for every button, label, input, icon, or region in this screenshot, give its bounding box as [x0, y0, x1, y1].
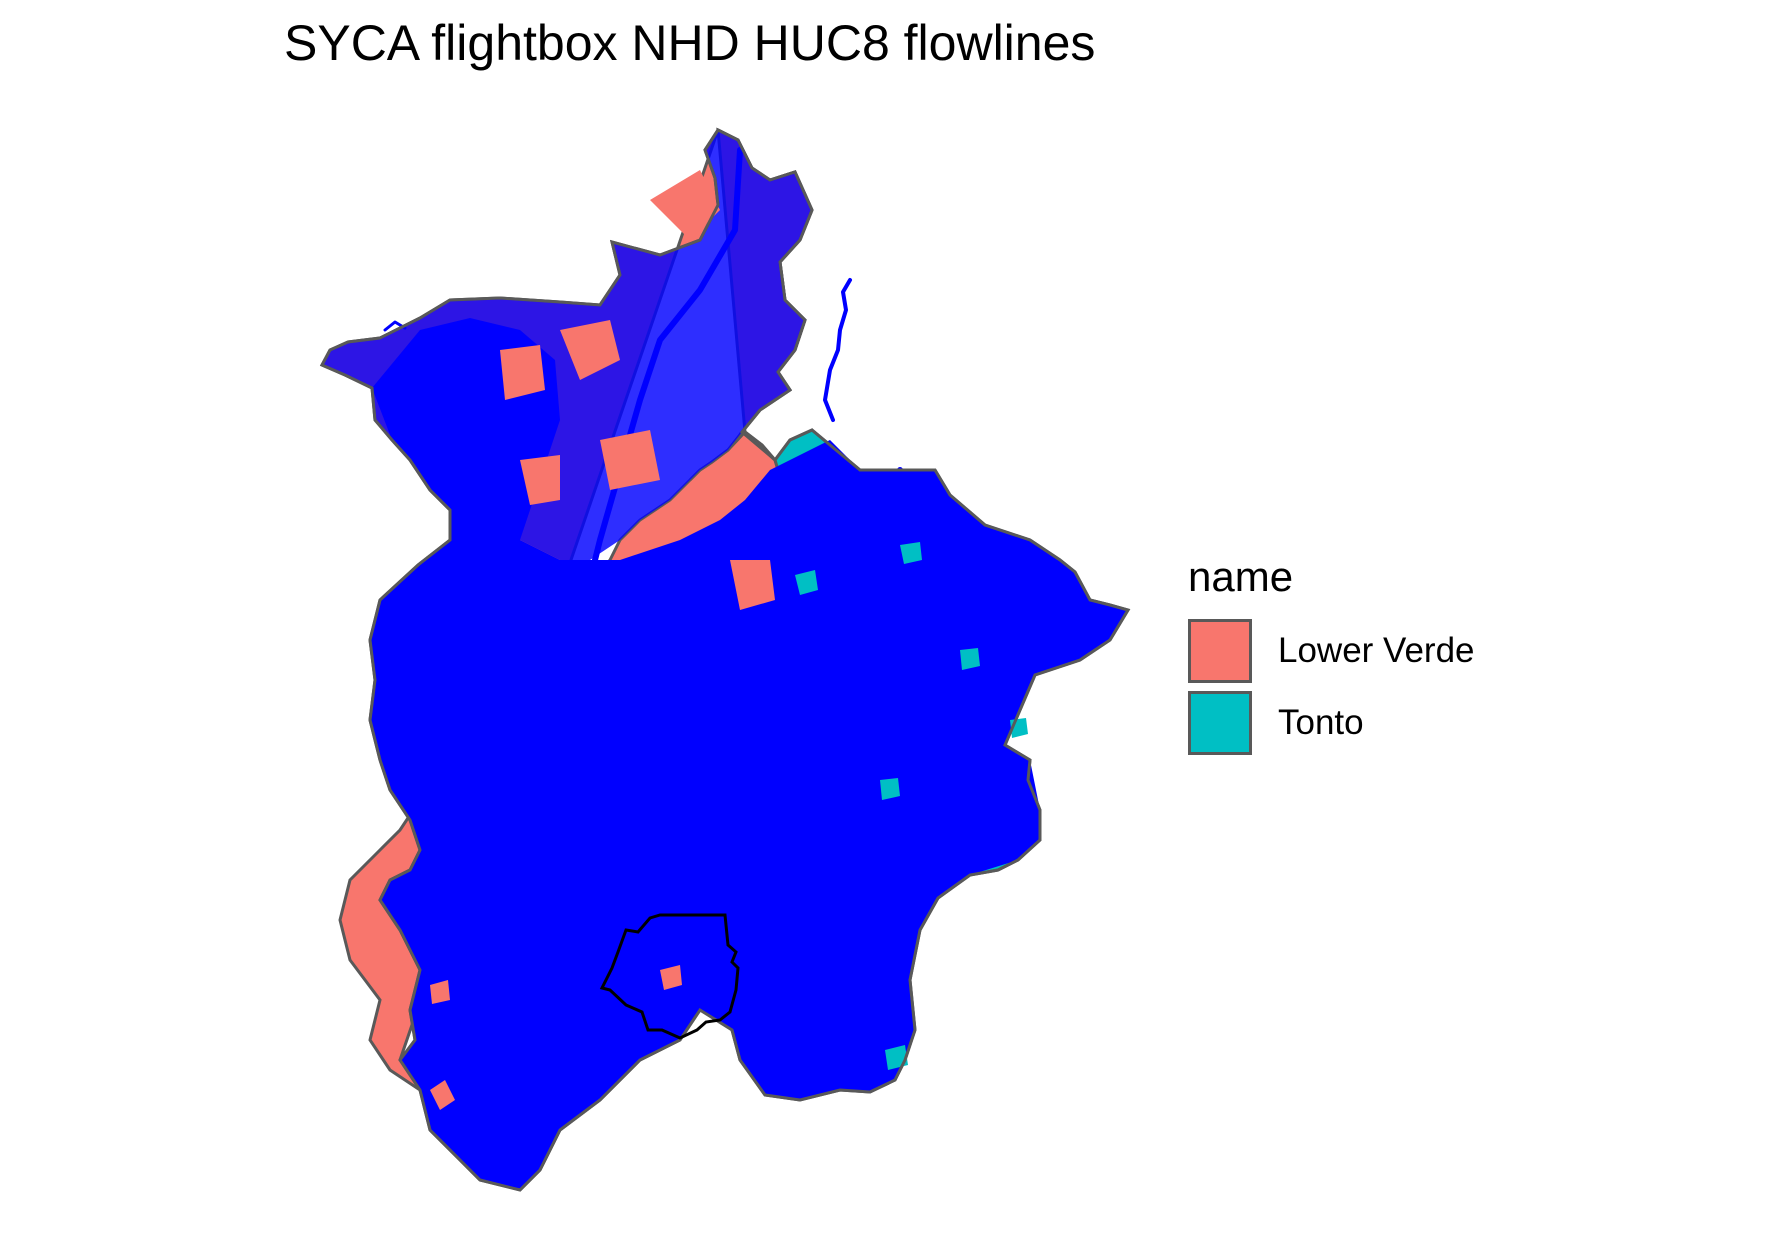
nhd-flowlines	[322, 130, 1128, 1190]
legend-label-lower-verde: Lower Verde	[1278, 631, 1475, 670]
texture-tonto-3	[960, 648, 980, 670]
flowline-trunk-1	[467, 147, 743, 1103]
flowline-mass-west	[370, 318, 1128, 1190]
texture-lv-8	[430, 980, 450, 1004]
texture-lv-7	[430, 1080, 455, 1110]
texture-lv-6	[730, 560, 775, 610]
texture-tonto-1	[795, 570, 818, 595]
legend-label-tonto: Tonto	[1278, 703, 1364, 742]
texture-lv-4	[600, 430, 660, 490]
legend-key-lower-verde	[1188, 619, 1252, 683]
texture-tonto-4	[880, 778, 900, 800]
flowline-river-ne	[823, 278, 852, 422]
texture-lv-5	[520, 455, 560, 505]
flightbox-outline	[599, 913, 740, 1040]
legend-key-tonto	[1188, 691, 1252, 755]
legend-item-lower-verde: Lower Verde	[1188, 615, 1475, 687]
legend-item-tonto: Tonto	[1188, 687, 1475, 759]
texture-tonto-2	[900, 542, 922, 564]
legend-title: name	[1188, 553, 1294, 600]
legend: name Lower Verde Tonto	[1188, 553, 1475, 759]
flowline-trunk-2	[752, 467, 903, 1083]
texture-lv-2	[560, 320, 620, 380]
huc8-outline	[319, 128, 1131, 1192]
texture-lv-9	[660, 965, 682, 990]
texture-lv-3	[500, 345, 545, 400]
texture-lv-1	[650, 170, 720, 240]
region-texture-lower-verde	[430, 170, 775, 1110]
map-title: SYCA flightbox NHD HUC8 flowlines	[284, 15, 1096, 71]
